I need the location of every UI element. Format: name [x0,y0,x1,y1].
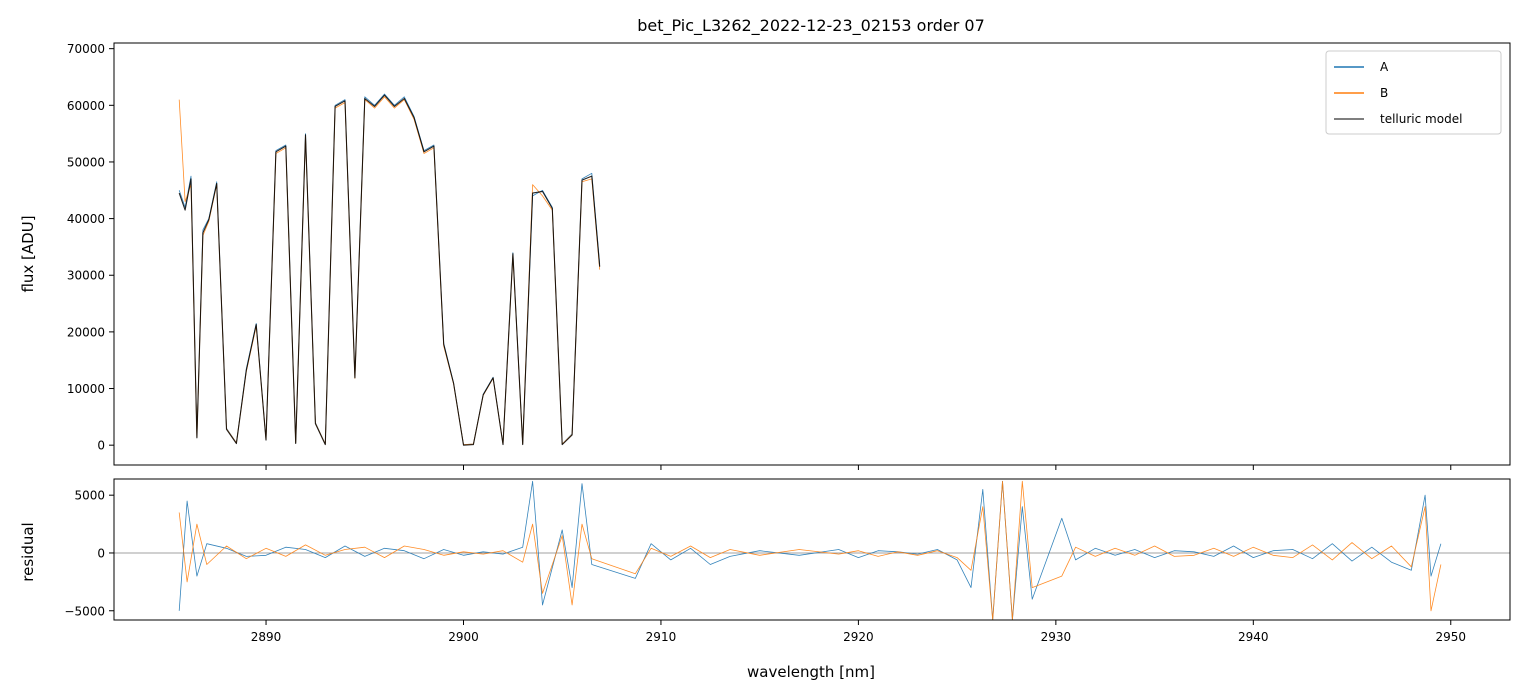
legend-label-b: B [1380,86,1388,100]
y-tick-label: 20000 [67,325,105,339]
y-tick-label: 50000 [67,155,105,169]
y-tick-label: 70000 [67,42,105,56]
residual-x-ticks: 2890 2900 2910 2920 2930 2940 2950 [251,620,1466,644]
x-tick-label: 2940 [1238,630,1269,644]
flux-x-ticks [265,465,1452,470]
residual-plot-frame [113,478,1511,621]
x-tick-label: 2950 [1435,630,1466,644]
flux-y-axis-label: flux [ADU] [19,215,37,292]
residual-series-b [178,480,1442,620]
legend-label-a: A [1380,60,1389,74]
flux-series-group [178,93,601,446]
y-tick-label: 60000 [67,99,105,113]
y-tick-label: 10000 [67,382,105,396]
flux-plot-frame [113,42,1511,466]
residual-y-axis-label: residual [19,522,37,581]
legend-label-model: telluric model [1380,112,1462,126]
legend: A B telluric model [1325,50,1502,135]
flux-panel: 0 10000 20000 30000 40000 50000 60000 70000 flu… [19,42,1511,470]
flux-series-telluric-model [178,94,601,446]
x-tick-label: 2930 [1041,630,1072,644]
flux-y-ticks: 0 10000 20000 30000 40000 50000 60000 70000 [67,42,114,453]
y-tick-label: 5000 [74,489,105,503]
residual-series-group [114,480,1510,620]
y-tick-label: −5000 [64,604,105,618]
y-tick-label: 40000 [67,212,105,226]
chart-title: bet_Pic_L3262_2022-12-23_02153 order 07 [637,16,985,36]
x-tick-label: 2890 [251,630,282,644]
x-axis-label: wavelength [nm] [747,663,875,681]
y-tick-label: 0 [97,439,105,453]
legend-box [1325,50,1502,135]
y-tick-label: 30000 [67,269,105,283]
x-tick-label: 2900 [448,630,479,644]
x-tick-label: 2910 [646,630,677,644]
x-tick-label: 2920 [843,630,874,644]
residual-y-ticks: −5000 0 5000 [64,489,114,618]
y-tick-label: 0 [97,546,105,560]
